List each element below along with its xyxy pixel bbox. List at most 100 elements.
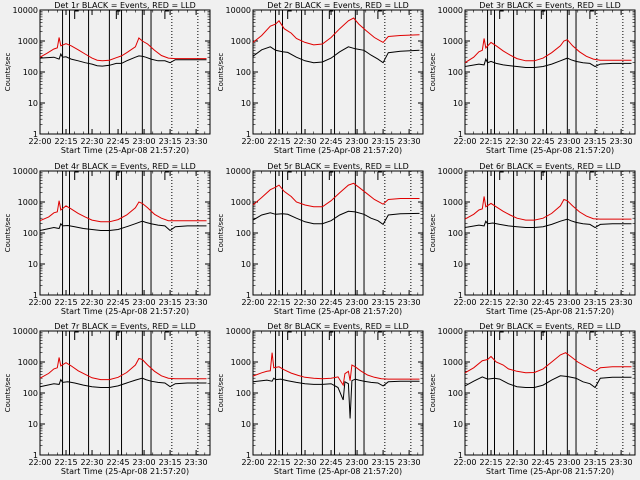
y-tick-label: 10 bbox=[453, 99, 463, 108]
x-tick-label: 23:30 bbox=[610, 137, 633, 146]
series-line-lld bbox=[464, 352, 632, 374]
x-axis-label: Start Time (25-Apr-08 21:57:20) bbox=[486, 146, 614, 155]
y-tick-label: 10000 bbox=[226, 327, 251, 336]
series-line-events bbox=[464, 218, 632, 229]
y-tick-label: 10000 bbox=[226, 6, 251, 15]
y-axis-label: Counts/sec bbox=[429, 214, 437, 253]
x-tick-label: 22:30 bbox=[506, 137, 529, 146]
x-tick-label: 22:00 bbox=[28, 298, 51, 307]
flag-mark bbox=[328, 171, 334, 180]
x-tick-label: 23:15 bbox=[372, 458, 395, 467]
flag-mark bbox=[74, 171, 79, 180]
x-tick-label: 23:15 bbox=[159, 458, 182, 467]
flag-mark bbox=[377, 331, 382, 340]
y-tick-label: 10 bbox=[28, 99, 38, 108]
y-axis-label: Counts/sec bbox=[4, 214, 12, 253]
series-line-lld bbox=[252, 352, 420, 387]
x-tick-label: 23:15 bbox=[584, 458, 607, 467]
x-tick-label: 22:15 bbox=[267, 298, 290, 307]
flag-mark bbox=[74, 10, 79, 19]
flag-mark bbox=[164, 10, 169, 19]
y-tick-label: 1 bbox=[246, 130, 251, 139]
x-tick-label: 22:15 bbox=[54, 458, 77, 467]
flag-mark bbox=[115, 331, 121, 340]
flag-mark bbox=[287, 171, 292, 180]
y-tick-label: 1 bbox=[33, 291, 38, 300]
series-line-lld bbox=[39, 200, 207, 223]
y-tick-label: 1 bbox=[246, 291, 251, 300]
flag-mark bbox=[115, 10, 121, 19]
chart-title: Det 4r BLACK = Events, RED = LLD bbox=[54, 162, 196, 171]
x-axis-label: Start Time (25-Apr-08 21:57:20) bbox=[61, 467, 189, 476]
x-tick-label: 22:30 bbox=[506, 298, 529, 307]
y-tick-label: 1 bbox=[458, 130, 463, 139]
y-tick-label: 1 bbox=[246, 451, 251, 460]
x-tick-label: 23:30 bbox=[610, 458, 633, 467]
series-line-lld bbox=[252, 182, 420, 208]
series-line-lld bbox=[464, 38, 632, 64]
y-tick-label: 10000 bbox=[13, 167, 38, 176]
chart-panel-9: Det 9r BLACK = Events, RED = LLD 1 10 100 10… bbox=[429, 322, 636, 476]
x-tick-label: 22:15 bbox=[267, 137, 290, 146]
series-line-lld bbox=[252, 17, 420, 46]
y-tick-label: 100 bbox=[448, 389, 463, 398]
chart-title: Det 2r BLACK = Events, RED = LLD bbox=[267, 1, 409, 10]
series-line-events bbox=[39, 220, 207, 232]
y-tick-label: 10 bbox=[28, 260, 38, 269]
x-tick-label: 23:15 bbox=[159, 137, 182, 146]
x-tick-label: 22:30 bbox=[81, 137, 104, 146]
y-tick-label: 1000 bbox=[443, 198, 463, 207]
flag-mark bbox=[287, 10, 292, 19]
x-tick-label: 23:30 bbox=[185, 298, 208, 307]
x-tick-label: 23:30 bbox=[185, 137, 208, 146]
y-tick-label: 100 bbox=[23, 68, 38, 77]
y-tick-label: 1 bbox=[458, 451, 463, 460]
y-axis-label: Counts/sec bbox=[217, 53, 225, 92]
series-line-events bbox=[464, 57, 632, 68]
x-tick-label: 22:00 bbox=[453, 298, 476, 307]
chart-title: Det 7r BLACK = Events, RED = LLD bbox=[54, 322, 196, 331]
x-tick-label: 22:15 bbox=[479, 298, 502, 307]
y-tick-label: 10000 bbox=[226, 167, 251, 176]
x-tick-label: 23:00 bbox=[133, 458, 156, 467]
chart-panel-1: Det 1r BLACK = Events, RED = LLD 1 10 100 10… bbox=[4, 1, 211, 155]
flag-mark bbox=[328, 10, 334, 19]
x-tick-label: 22:45 bbox=[107, 137, 130, 146]
chart-panel-7: Det 7r BLACK = Events, RED = LLD 1 10 100 10… bbox=[4, 322, 211, 476]
x-tick-label: 22:15 bbox=[267, 458, 290, 467]
x-tick-label: 23:15 bbox=[372, 137, 395, 146]
x-tick-label: 22:45 bbox=[532, 458, 555, 467]
series-line-events bbox=[252, 210, 420, 226]
x-tick-label: 22:00 bbox=[241, 137, 264, 146]
flag-mark bbox=[377, 10, 382, 19]
series-line-lld bbox=[39, 357, 207, 381]
flag-mark bbox=[164, 331, 169, 340]
x-tick-label: 22:00 bbox=[241, 298, 264, 307]
y-tick-label: 10 bbox=[241, 420, 251, 429]
flag-mark bbox=[540, 10, 546, 19]
x-tick-label: 23:00 bbox=[133, 298, 156, 307]
flag-mark bbox=[115, 171, 121, 180]
x-tick-label: 23:30 bbox=[398, 137, 421, 146]
x-tick-label: 23:00 bbox=[558, 137, 581, 146]
y-tick-label: 1000 bbox=[18, 198, 38, 207]
flag-mark bbox=[499, 10, 504, 19]
x-tick-label: 22:45 bbox=[107, 298, 130, 307]
x-tick-label: 22:30 bbox=[506, 458, 529, 467]
x-tick-label: 22:15 bbox=[54, 137, 77, 146]
chart-panel-3: Det 3r BLACK = Events, RED = LLD 1 10 100 10… bbox=[429, 1, 636, 155]
x-axis-label: Start Time (25-Apr-08 21:57:20) bbox=[486, 467, 614, 476]
x-tick-label: 23:00 bbox=[558, 458, 581, 467]
x-tick-label: 22:00 bbox=[453, 137, 476, 146]
x-tick-label: 22:45 bbox=[320, 458, 343, 467]
x-axis-label: Start Time (25-Apr-08 21:57:20) bbox=[61, 307, 189, 316]
x-tick-label: 22:15 bbox=[479, 458, 502, 467]
x-tick-label: 23:00 bbox=[558, 298, 581, 307]
x-tick-label: 23:00 bbox=[346, 458, 369, 467]
x-tick-label: 23:15 bbox=[584, 298, 607, 307]
x-tick-label: 23:30 bbox=[610, 298, 633, 307]
x-tick-label: 23:15 bbox=[372, 298, 395, 307]
y-tick-label: 1 bbox=[33, 451, 38, 460]
x-tick-label: 23:00 bbox=[133, 137, 156, 146]
